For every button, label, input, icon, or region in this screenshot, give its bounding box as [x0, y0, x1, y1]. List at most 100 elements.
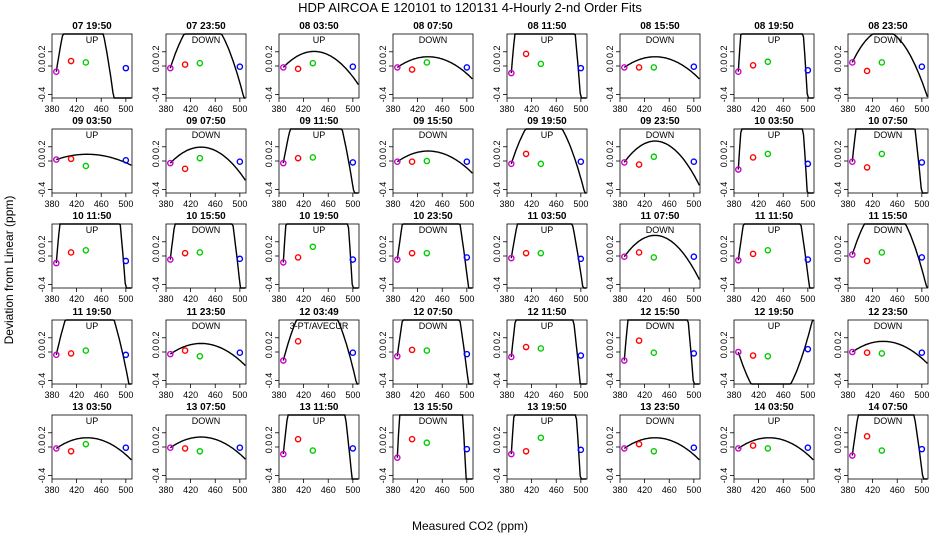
panel-mode-label: UP [86, 225, 99, 235]
panel: 12 23:50 DOWN 380 420 460 500 -0.4 0.00.2 [833, 307, 929, 400]
panel-title: 08 19:50 [754, 21, 794, 32]
y-tick-label: -0.4 [605, 373, 615, 389]
panel-mode-label: DOWN [192, 130, 221, 140]
y-tick-label: 0.0 [833, 441, 843, 454]
x-tick-label: 420 [865, 104, 880, 114]
panel: 08 11:50 UP 380 420 460 500 -0.4 0.00.2 [492, 21, 588, 114]
x-tick-label: 500 [800, 390, 815, 400]
x-tick-label: 420 [524, 199, 539, 209]
y-tick-label: -0.4 [37, 373, 47, 389]
fit-curve [851, 414, 928, 480]
panel-title: 09 07:50 [186, 116, 226, 127]
y-tick-label: -0.4 [719, 182, 729, 198]
x-tick-label: 500 [118, 199, 133, 209]
x-tick-label: 420 [637, 294, 652, 304]
data-point [122, 156, 130, 164]
data-point [804, 256, 812, 263]
fit-curve [55, 33, 132, 99]
panel-title: 08 23:50 [868, 21, 908, 32]
x-tick-label: 500 [686, 485, 701, 495]
y-tick-label: -0.4 [37, 468, 47, 484]
data-point [122, 257, 130, 265]
y-tick-label: 0.0 [719, 441, 729, 454]
data-point [53, 156, 60, 163]
data-point [349, 445, 357, 452]
x-tick-label: 460 [549, 199, 564, 209]
data-point [67, 350, 75, 357]
y-tick-label: 0.2 [37, 332, 47, 345]
panel-title: 11 19:50 [73, 307, 112, 318]
x-tick-label: 380 [44, 485, 59, 495]
data-point [181, 61, 189, 68]
x-tick-label: 380 [385, 390, 400, 400]
y-tick-label: 0.0 [151, 441, 161, 454]
panel: 08 19:50 UP 380 420 460 500 -0.4 0.00.2 [719, 21, 815, 114]
panel-mode-label: DOWN [874, 321, 903, 331]
y-tick-label: 0.2 [833, 46, 843, 59]
fit-curve [623, 319, 700, 385]
y-tick-label: 0.0 [378, 441, 388, 454]
data-point [349, 159, 357, 166]
x-tick-label: 460 [662, 485, 677, 495]
x-tick-label: 500 [459, 294, 474, 304]
y-tick-label: 0.0 [151, 346, 161, 359]
data-point [181, 445, 189, 452]
panel: 07 19:50 UP 380 420 460 500 -0.4 0.00.2 [37, 21, 133, 114]
panel: 13 03:50 UP 380 420 460 500 -0.4 0.00.2 [37, 402, 133, 495]
y-tick-label: -0.4 [378, 182, 388, 198]
data-point [82, 247, 90, 254]
x-tick-label: 420 [410, 199, 425, 209]
fit-curve [282, 223, 359, 289]
x-tick-label: 420 [637, 390, 652, 400]
panel-mode-label: 3-PT/AVECUR [290, 321, 349, 331]
y-tick-label: -0.4 [605, 468, 615, 484]
fit-curve [396, 56, 473, 80]
fit-curve [55, 223, 132, 289]
panel-title: 13 03:50 [72, 402, 112, 413]
panel: 14 03:50 UP 380 420 460 500 -0.4 0.00.2 [719, 402, 815, 495]
panel-mode-label: DOWN [646, 321, 675, 331]
data-point [878, 150, 886, 158]
y-tick-label: 0.0 [264, 60, 274, 73]
fit-curve [737, 128, 814, 194]
x-tick-label: 460 [435, 104, 450, 114]
data-point [577, 255, 585, 263]
data-point [423, 249, 431, 257]
panel: 11 03:50 UP 380 420 460 500 -0.4 0.00.2 [492, 211, 588, 304]
panel-title: 08 15:50 [640, 21, 680, 32]
data-point [522, 150, 530, 158]
x-tick-label: 460 [776, 390, 791, 400]
x-tick-label: 500 [232, 390, 247, 400]
x-tick-label: 380 [499, 199, 514, 209]
data-point [690, 63, 698, 71]
x-tick-label: 460 [776, 294, 791, 304]
y-axis-title: Deviation from Linear (ppm) [2, 196, 16, 345]
y-tick-label: 0.2 [378, 236, 388, 249]
panel: 09 15:50 DOWN 380 420 460 500 -0.4 0.00.2 [378, 116, 474, 209]
y-tick-label: -0.4 [833, 468, 843, 484]
x-tick-label: 500 [459, 485, 474, 495]
y-tick-label: 0.2 [719, 332, 729, 345]
x-tick-label: 380 [499, 485, 514, 495]
x-axis-title: Measured CO2 (ppm) [412, 519, 528, 533]
panel-title: 09 11:50 [300, 116, 339, 127]
panel-mode-label: DOWN [874, 416, 903, 426]
x-tick-label: 500 [914, 390, 929, 400]
y-tick-label: 0.2 [492, 236, 502, 249]
x-tick-label: 380 [385, 104, 400, 114]
y-tick-label: 0.2 [378, 427, 388, 440]
y-tick-label: -0.4 [719, 468, 729, 484]
data-point [878, 249, 886, 256]
data-point [635, 440, 643, 448]
y-tick-label: 0.2 [151, 236, 161, 249]
x-tick-label: 380 [726, 104, 741, 114]
x-tick-label: 380 [271, 390, 286, 400]
x-tick-label: 380 [612, 390, 627, 400]
y-tick-label: 0.2 [264, 46, 274, 59]
x-tick-label: 500 [345, 294, 360, 304]
y-tick-label: -0.4 [264, 182, 274, 198]
fit-curve [737, 223, 814, 289]
data-point [749, 352, 757, 359]
x-tick-label: 460 [94, 390, 109, 400]
y-tick-label: -0.4 [264, 373, 274, 389]
